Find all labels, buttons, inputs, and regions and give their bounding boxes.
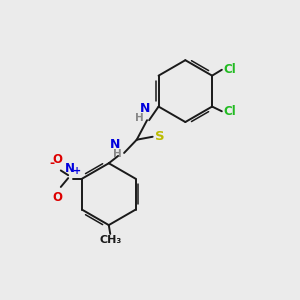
Text: +: +: [73, 166, 81, 176]
Text: H: H: [112, 149, 122, 159]
Text: -: -: [50, 157, 55, 169]
Text: Cl: Cl: [223, 105, 236, 119]
Text: Cl: Cl: [223, 63, 236, 76]
Text: CH₃: CH₃: [99, 236, 122, 245]
Text: N: N: [110, 138, 121, 151]
Text: S: S: [155, 130, 165, 143]
Text: N: N: [64, 162, 75, 175]
Text: O: O: [52, 153, 62, 166]
Text: N: N: [140, 102, 150, 115]
Text: O: O: [52, 191, 62, 204]
Text: H: H: [135, 113, 144, 123]
